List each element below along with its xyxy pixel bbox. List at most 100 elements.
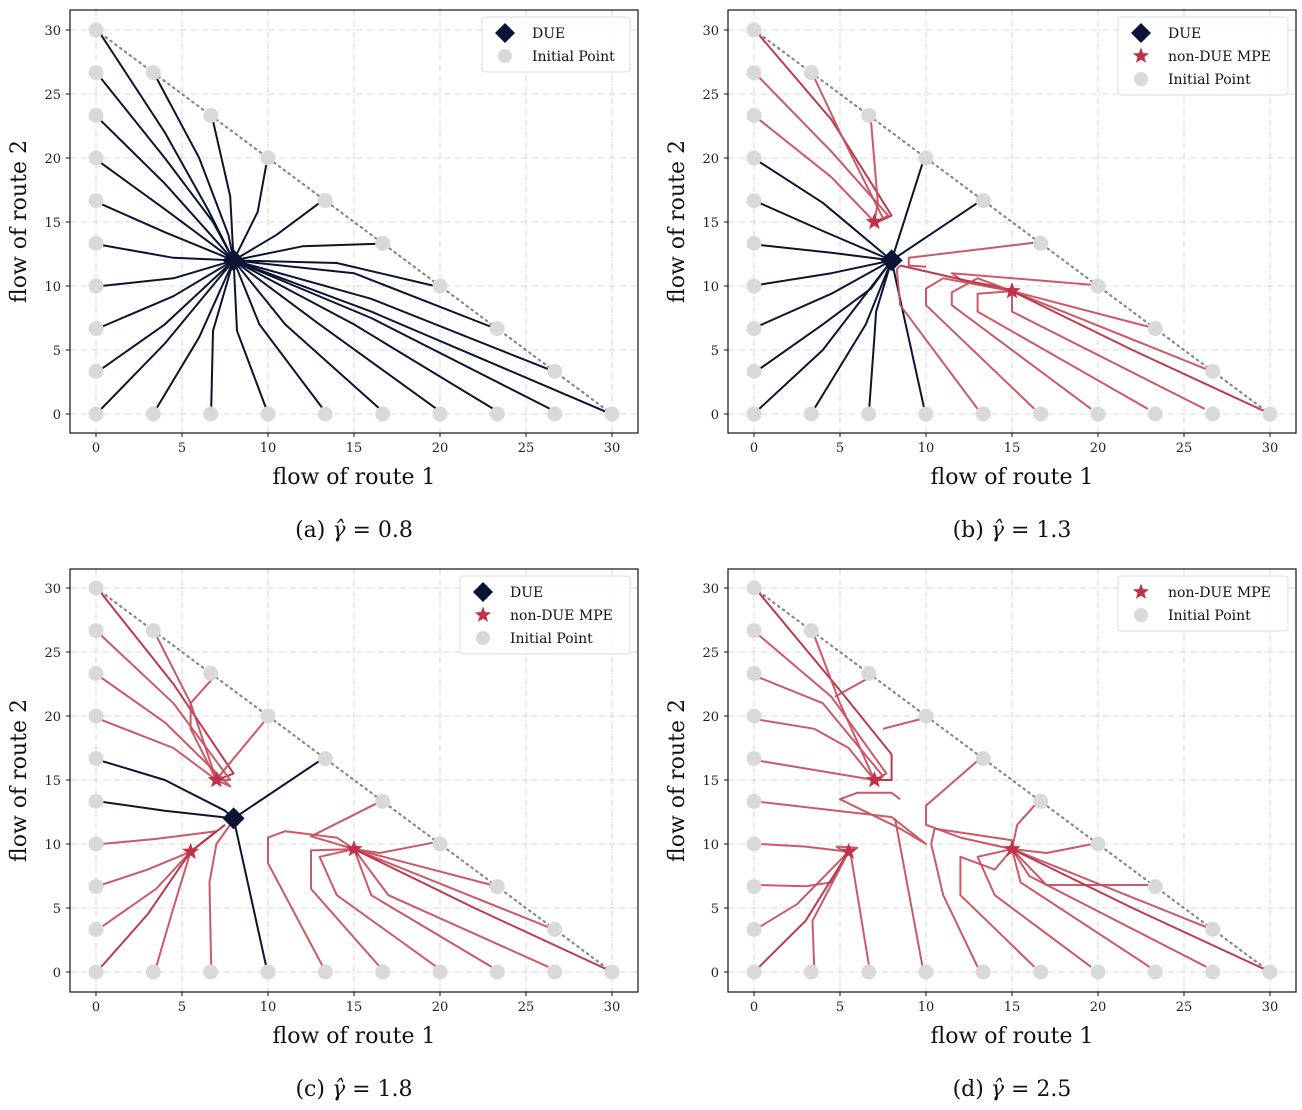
initial-point-marker	[203, 107, 219, 123]
initial-point-marker	[1262, 406, 1278, 422]
initial-point-marker	[746, 65, 762, 81]
caption-label: (b)	[953, 518, 991, 543]
trajectory-to-due	[890, 162, 924, 261]
initial-point-marker	[1147, 964, 1163, 980]
x-tick-label: 20	[1090, 441, 1107, 456]
initial-point-marker	[746, 150, 762, 166]
initial-point-marker	[1147, 321, 1163, 337]
initial-point-marker	[803, 623, 819, 639]
trajectory-to-due	[868, 260, 893, 409]
mpe-marker	[182, 842, 200, 859]
y-tick-label: 5	[53, 902, 61, 917]
initial-point-marker	[861, 107, 877, 123]
trajectory-to-due	[101, 800, 234, 820]
trajectory-to-mpe	[1011, 290, 1207, 371]
trajectory-to-due	[100, 77, 235, 261]
trajectory-to-mpe	[759, 851, 850, 888]
trajectory-to-mpe	[1011, 848, 1151, 968]
y-tick-label: 25	[44, 646, 61, 661]
trajectory-to-mpe	[849, 851, 871, 968]
initial-point-marker	[918, 964, 934, 980]
trajectory-to-due	[100, 203, 234, 262]
initial-point-marker	[88, 623, 104, 639]
trajectory-to-mpe	[267, 830, 355, 968]
trajectory-to-mpe	[870, 120, 879, 223]
initial-point-marker	[88, 193, 104, 209]
mpe-marker	[865, 213, 883, 230]
initial-point-marker	[861, 665, 877, 681]
y-tick-label: 25	[702, 646, 719, 661]
x-tick-label: 10	[918, 441, 935, 456]
trajectory-to-mpe	[976, 290, 1149, 410]
initial-point-marker	[1033, 964, 1049, 980]
legend-due-icon	[495, 23, 515, 43]
initial-point-marker	[746, 879, 762, 895]
initial-point-marker	[547, 964, 563, 980]
initial-point-marker	[975, 193, 991, 209]
trajectory-to-mpe	[959, 848, 1036, 968]
x-tick-label: 5	[836, 441, 844, 456]
legend-initial-point-icon	[1134, 608, 1148, 622]
x-tick-label: 25	[1176, 1000, 1193, 1015]
trajectory-to-mpe	[759, 718, 876, 781]
trajectory-to-due	[813, 260, 893, 410]
initial-point-marker	[489, 964, 505, 980]
feasible-boundary-line	[752, 586, 1272, 974]
trajectory-to-mpe	[895, 264, 979, 410]
initial-point-marker	[1147, 406, 1163, 422]
y-tick-label: 10	[44, 838, 61, 853]
initial-point-marker	[1090, 836, 1106, 852]
trajectory-to-mpe	[758, 34, 893, 223]
trajectory-to-due	[233, 259, 436, 287]
trajectory-to-mpe	[899, 264, 1266, 413]
y-tick-label: 10	[44, 280, 61, 295]
x-tick-label: 15	[346, 441, 363, 456]
caption-value: = 1.8	[345, 1077, 412, 1102]
x-tick-label: 20	[1090, 1000, 1107, 1015]
x-tick-label: 20	[432, 1000, 449, 1015]
initial-point-marker	[317, 193, 333, 209]
legend-box	[481, 16, 631, 73]
initial-point-marker	[918, 406, 934, 422]
due-marker	[222, 249, 245, 272]
initial-point-marker	[746, 235, 762, 251]
initial-point-marker	[489, 879, 505, 895]
x-tick-label: 0	[92, 1000, 100, 1015]
initial-point-marker	[918, 708, 934, 724]
subplot-c: 0 5 10 15 20 25 30 0 5 10 15 20 25 30 flow of route 1 f…	[7, 568, 639, 1102]
initial-point-marker	[145, 964, 161, 980]
trajectory-to-due	[891, 201, 979, 262]
y-axis-label: flow of route 2	[7, 140, 32, 303]
y-tick-label: 5	[53, 344, 61, 359]
initial-point-marker	[375, 793, 391, 809]
trajectory-to-due	[100, 34, 235, 261]
gamma-hat-symbol: γ̂	[991, 518, 1005, 543]
mpe-marker	[207, 771, 225, 788]
initial-point-marker	[1262, 964, 1278, 980]
trajectory-to-due	[100, 259, 235, 328]
legend-mpe-icon	[1132, 583, 1150, 599]
caption-value: = 2.5	[1004, 1077, 1071, 1102]
x-tick-label: 5	[178, 1000, 186, 1015]
initial-point-marker	[88, 751, 104, 767]
initial-point-marker	[803, 65, 819, 81]
initial-point-marker	[88, 22, 104, 38]
legend-label: Initial Point	[532, 49, 615, 65]
initial-point-marker	[88, 235, 104, 251]
trajectory-to-due	[233, 759, 321, 820]
x-tick-label: 25	[518, 441, 535, 456]
trajectory-to-due	[233, 259, 494, 410]
trajectory-to-due	[233, 259, 551, 410]
initial-point-marker	[975, 751, 991, 767]
initial-point-marker	[260, 150, 276, 166]
due-marker	[880, 249, 903, 272]
legend-label: Initial Point	[1168, 72, 1251, 88]
trajectory-to-mpe	[882, 717, 923, 730]
initial-point-marker	[604, 406, 620, 422]
mpe-marker	[840, 842, 858, 859]
y-tick-label: 5	[711, 344, 719, 359]
initial-point-marker	[88, 665, 104, 681]
y-tick-label: 5	[711, 902, 719, 917]
x-tick-label: 10	[260, 441, 277, 456]
legend-box	[459, 575, 631, 655]
